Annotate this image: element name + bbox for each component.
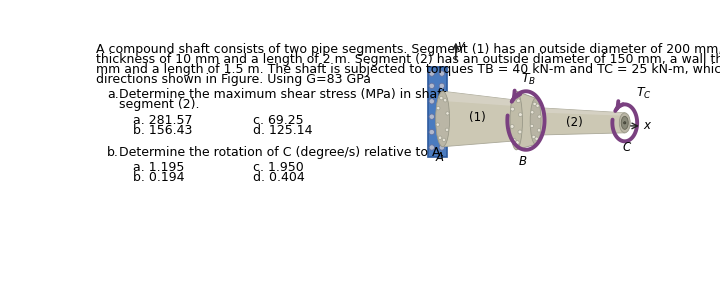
Circle shape xyxy=(442,138,446,142)
Circle shape xyxy=(436,123,439,126)
Ellipse shape xyxy=(436,91,449,147)
Text: Determine the maximum shear stress (MPa) in shaft: Determine the maximum shear stress (MPa)… xyxy=(120,88,447,101)
Circle shape xyxy=(513,97,517,100)
Circle shape xyxy=(439,83,444,88)
Text: d. 125.14: d. 125.14 xyxy=(253,124,312,137)
Circle shape xyxy=(429,129,434,135)
Text: y: y xyxy=(457,39,464,52)
Ellipse shape xyxy=(621,116,629,129)
Circle shape xyxy=(429,114,434,119)
Text: B: B xyxy=(518,155,526,168)
Text: a.: a. xyxy=(107,88,119,101)
Circle shape xyxy=(445,128,449,131)
Ellipse shape xyxy=(530,98,541,144)
Circle shape xyxy=(446,112,449,115)
Circle shape xyxy=(516,141,519,145)
Ellipse shape xyxy=(619,113,630,133)
Circle shape xyxy=(439,71,444,76)
Circle shape xyxy=(535,137,539,140)
Circle shape xyxy=(518,130,522,134)
Circle shape xyxy=(510,107,515,111)
Text: b. 0.194: b. 0.194 xyxy=(132,171,184,184)
Text: A: A xyxy=(436,151,444,164)
Circle shape xyxy=(530,124,534,128)
Circle shape xyxy=(537,129,541,132)
Circle shape xyxy=(429,71,434,76)
Polygon shape xyxy=(534,107,625,116)
Circle shape xyxy=(536,104,539,107)
Circle shape xyxy=(439,114,444,119)
Text: mm and a length of 1.5 m. The shaft is subjected to torques TB = 40 kN-m and TC : mm and a length of 1.5 m. The shaft is s… xyxy=(96,63,720,76)
Text: segment (2).: segment (2). xyxy=(120,98,200,111)
Circle shape xyxy=(429,83,434,88)
Text: b.: b. xyxy=(107,146,119,159)
Text: Determine the rotation of C (degree/s) relative to A.: Determine the rotation of C (degree/s) r… xyxy=(120,146,445,159)
Circle shape xyxy=(429,145,434,150)
Text: x: x xyxy=(644,120,650,132)
Circle shape xyxy=(436,106,440,110)
Text: directions shown in Figure. Using G=83 GPa: directions shown in Figure. Using G=83 G… xyxy=(96,73,372,86)
Text: $T_C$: $T_C$ xyxy=(636,86,652,101)
Circle shape xyxy=(531,111,534,114)
Ellipse shape xyxy=(624,122,626,124)
Circle shape xyxy=(439,145,444,150)
Text: thickness of 10 mm and a length of 2 m. Segment (2) has an outside diameter of 1: thickness of 10 mm and a length of 2 m. … xyxy=(96,53,720,66)
Text: (1): (1) xyxy=(469,111,486,124)
Circle shape xyxy=(439,99,444,104)
Text: c. 69.25: c. 69.25 xyxy=(253,113,303,127)
Circle shape xyxy=(510,124,514,128)
Circle shape xyxy=(444,99,447,102)
Text: a. 1.195: a. 1.195 xyxy=(132,161,184,174)
Polygon shape xyxy=(534,107,625,135)
Circle shape xyxy=(532,135,536,138)
Circle shape xyxy=(512,138,516,142)
Text: A compound shaft consists of two pipe segments. Segment (1) has an outside diame: A compound shaft consists of two pipe se… xyxy=(96,43,720,56)
Text: a. 281.57: a. 281.57 xyxy=(132,113,192,127)
Circle shape xyxy=(518,113,522,117)
Text: c. 1.950: c. 1.950 xyxy=(253,161,304,174)
Text: d. 0.404: d. 0.404 xyxy=(253,171,305,184)
Text: b. 156.43: b. 156.43 xyxy=(132,124,192,137)
Polygon shape xyxy=(443,91,519,106)
Text: $T_B$: $T_B$ xyxy=(521,72,536,87)
Polygon shape xyxy=(443,91,519,147)
FancyBboxPatch shape xyxy=(428,67,446,157)
Circle shape xyxy=(439,129,444,135)
Circle shape xyxy=(516,99,521,103)
Circle shape xyxy=(438,136,442,139)
Text: C: C xyxy=(622,141,631,153)
Circle shape xyxy=(533,102,536,106)
Ellipse shape xyxy=(510,91,523,150)
Text: (2): (2) xyxy=(566,116,582,129)
Circle shape xyxy=(538,115,541,118)
Circle shape xyxy=(429,99,434,104)
Circle shape xyxy=(440,96,443,100)
Polygon shape xyxy=(516,91,536,150)
